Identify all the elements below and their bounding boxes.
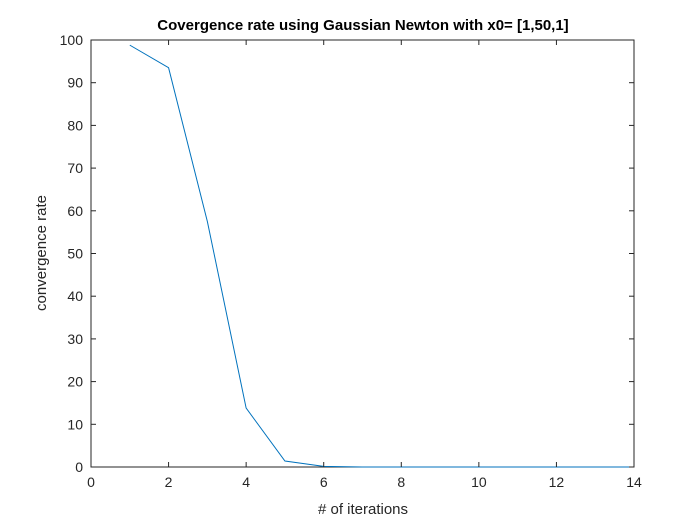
- y-tick-label: 90: [67, 75, 83, 91]
- x-tick-label: 10: [471, 474, 487, 490]
- x-tick-label: 4: [242, 474, 250, 490]
- axes-box: [90, 39, 635, 468]
- y-tick-label: 50: [67, 246, 83, 262]
- y-tick-label: 40: [67, 288, 83, 304]
- y-tick-label: 100: [60, 32, 84, 48]
- y-tick-label: 20: [67, 374, 83, 390]
- chart-title: Covergence rate using Gaussian Newton wi…: [157, 17, 568, 34]
- x-tick-label: 12: [549, 474, 565, 490]
- y-tick-label: 0: [75, 459, 83, 475]
- series-line-0: [129, 44, 634, 468]
- x-tick-label: 8: [397, 474, 405, 490]
- x-tick-label: 6: [320, 474, 328, 490]
- y-tick-label: 70: [67, 160, 83, 176]
- y-tick-label: 60: [67, 203, 83, 219]
- x-tick-label: 2: [165, 474, 173, 490]
- plot-area: 0 2 4 6 8 10 12 14 0 10 20 30 40 50 60 70 80 90 100: [60, 32, 642, 490]
- y-axis-label: convergence rate: [33, 195, 50, 311]
- y-tick-label: 10: [67, 416, 83, 432]
- x-axis-label: # of iterations: [318, 501, 408, 518]
- y-tick-label: 80: [67, 117, 83, 133]
- x-tick-label: 0: [87, 474, 95, 490]
- x-tick-label: 14: [626, 474, 642, 490]
- y-tick-label: 30: [67, 331, 83, 347]
